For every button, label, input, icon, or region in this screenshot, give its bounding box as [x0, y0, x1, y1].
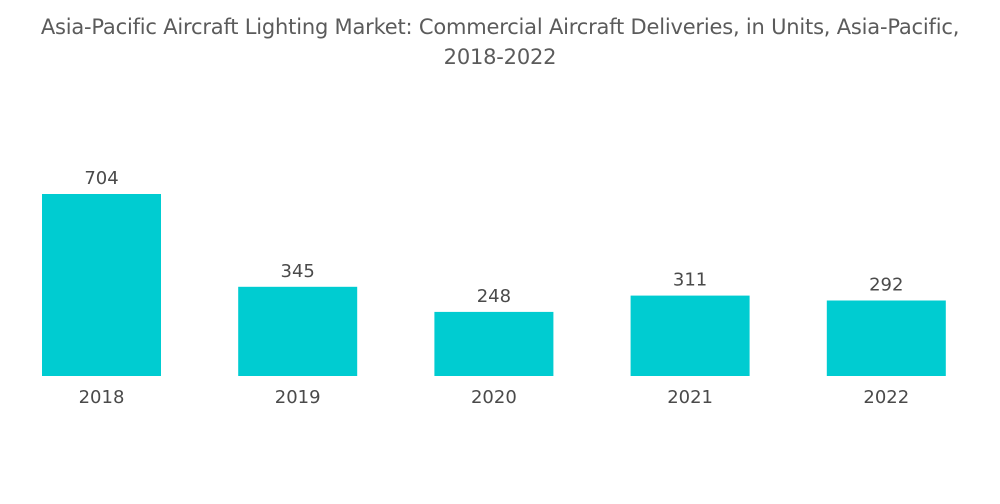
x-tick-label-2018: 2018: [79, 387, 125, 408]
x-tick-label-2020: 2020: [471, 387, 517, 408]
data-label-2022: 292: [869, 275, 903, 296]
data-label-2018: 704: [84, 168, 118, 189]
bar-2021: [630, 295, 750, 376]
chart-title-line-2: 2018-2022: [443, 45, 557, 69]
x-tick-label-2021: 2021: [667, 387, 713, 408]
chart-title: Asia-Pacific Aircraft Lighting Market: C…: [0, 12, 1000, 72]
data-label-2019: 345: [281, 261, 315, 282]
bar-2018: [42, 194, 161, 376]
data-label-2021: 311: [673, 270, 707, 291]
chart-title-line-1: Asia-Pacific Aircraft Lighting Market: C…: [40, 15, 960, 39]
bar-2019: [238, 286, 358, 376]
x-tick-label-2022: 2022: [863, 387, 909, 408]
x-tick-label-2019: 2019: [275, 387, 321, 408]
data-label-2020: 248: [477, 286, 511, 307]
bar-2022: [826, 300, 946, 376]
bar-2020: [434, 311, 554, 376]
